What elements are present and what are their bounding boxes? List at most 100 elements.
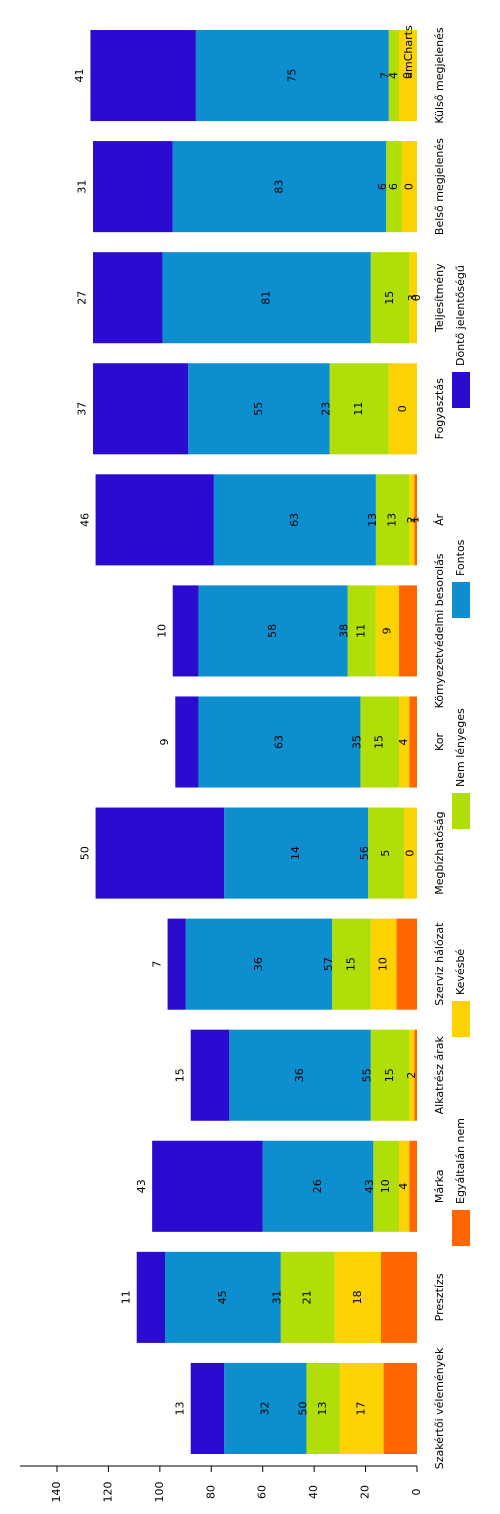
category-label: Alkatrész árak [433, 1035, 446, 1114]
bar-segment [306, 1362, 340, 1455]
value-label: 43 [363, 1179, 376, 1193]
legend-label: Nem lényeges [454, 708, 467, 787]
value-label: 21 [301, 1290, 314, 1304]
bar-segment [198, 696, 361, 788]
value-label: 15 [173, 1068, 186, 1082]
bar-segment [175, 696, 199, 788]
bar-segment [213, 474, 376, 566]
bar-segment [399, 696, 410, 788]
value-label: 13 [366, 513, 379, 527]
value-label: 55 [252, 402, 265, 416]
value-label: 7 [150, 961, 163, 968]
bar-segment [409, 696, 417, 788]
value-label: 35 [350, 735, 363, 749]
legend-swatch [452, 1210, 470, 1246]
legend-label: Fontos [454, 539, 467, 576]
value-label: 56 [358, 846, 371, 860]
value-label: 50 [78, 846, 91, 860]
legend-swatch [452, 1001, 470, 1037]
value-label: 4 [397, 739, 410, 746]
value-label: 37 [76, 402, 89, 416]
bar-segment [347, 585, 376, 677]
value-label: 13 [386, 513, 399, 527]
value-label: 75 [285, 69, 298, 83]
value-label: 81 [260, 291, 273, 305]
value-label: 9 [380, 627, 393, 634]
bar-segment [375, 585, 399, 677]
value-label: 50 [296, 1401, 309, 1415]
value-label: 38 [337, 624, 350, 638]
value-label: 13 [316, 1401, 329, 1415]
bar-segment [185, 918, 333, 1010]
category-label: Teljesítmény [433, 263, 446, 333]
bar-segment [152, 1140, 263, 1232]
value-label: 0 [404, 850, 417, 857]
bar-segment [172, 585, 199, 677]
bar-segment [165, 1251, 281, 1343]
bar-segment [262, 1140, 374, 1232]
bar-segment [368, 807, 405, 899]
bar-segment [404, 807, 417, 899]
value-label: 11 [119, 1290, 132, 1304]
bar-segment [95, 807, 225, 899]
value-label: 36 [293, 1068, 306, 1082]
value-label: 57 [322, 957, 335, 971]
bar-segment [383, 1362, 417, 1455]
bar-segment [360, 696, 399, 788]
bar-segment [332, 918, 371, 1010]
legend-swatch [452, 793, 470, 829]
bar-segment [388, 363, 417, 455]
tick-label: 140 [50, 1482, 63, 1503]
value-label: 0 [401, 72, 414, 79]
value-label: 2 [405, 1072, 418, 1079]
bar-segment [409, 1029, 415, 1121]
bar-segment [399, 1140, 410, 1232]
bar-segment [190, 1029, 230, 1121]
legend-swatch [452, 582, 470, 618]
value-label: 36 [252, 957, 265, 971]
category-label: Fogyasztás [433, 378, 446, 439]
category-label: Környezetvédelmi besorolás [433, 553, 446, 708]
bar-segment [224, 1362, 307, 1455]
tick-label: 40 [307, 1485, 320, 1499]
category-label: Belső megjelenés [433, 138, 446, 235]
bar-segment [388, 29, 399, 122]
bar-segment [93, 363, 189, 455]
category-label: Külső megjelenés [433, 27, 446, 124]
value-label: 32 [258, 1401, 271, 1415]
value-label: 10 [155, 624, 168, 638]
category-axis: Külső megjelenés Belső megjelenés Teljesít… [433, 27, 446, 1469]
bar-segment [93, 252, 163, 344]
bar-segment [198, 585, 348, 677]
value-label: 31 [271, 1290, 284, 1304]
bar-segment [370, 918, 397, 1010]
value-label: 15 [373, 735, 386, 749]
value-label: 27 [76, 291, 89, 305]
value-label: 17 [355, 1401, 368, 1415]
legend-label: Egyáltalán nem [454, 1118, 467, 1204]
legend-label: Döntő jelentőségű [454, 265, 467, 366]
value-label: 45 [216, 1290, 229, 1304]
value-label: 83 [272, 180, 285, 194]
value-label: 11 [355, 624, 368, 638]
bar-segment [334, 1251, 381, 1343]
bar-segment [399, 585, 417, 677]
bar-segment [162, 252, 371, 344]
tick-label: 80 [204, 1485, 217, 1499]
value-axis: 0 20 40 60 80 100 120 140 [20, 1465, 423, 1503]
bar-segment [229, 1029, 371, 1121]
bar-segment [409, 474, 415, 566]
value-label: 23 [319, 402, 332, 416]
value-label: 9 [158, 739, 171, 746]
bar-segment [188, 363, 330, 455]
value-label: 3 [406, 294, 419, 301]
value-label: 1 [409, 516, 422, 523]
value-label: 63 [288, 513, 301, 527]
bar-segment [224, 807, 369, 899]
tick-label: 100 [153, 1482, 166, 1503]
bar-segment [172, 141, 387, 233]
bar-segment [167, 918, 186, 1010]
bar-segment [93, 141, 173, 233]
category-label: Presztízs [433, 1273, 446, 1321]
